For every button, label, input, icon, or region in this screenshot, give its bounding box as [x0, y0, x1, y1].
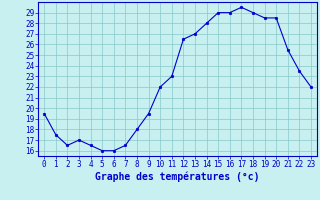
- X-axis label: Graphe des températures (°c): Graphe des températures (°c): [95, 172, 260, 182]
